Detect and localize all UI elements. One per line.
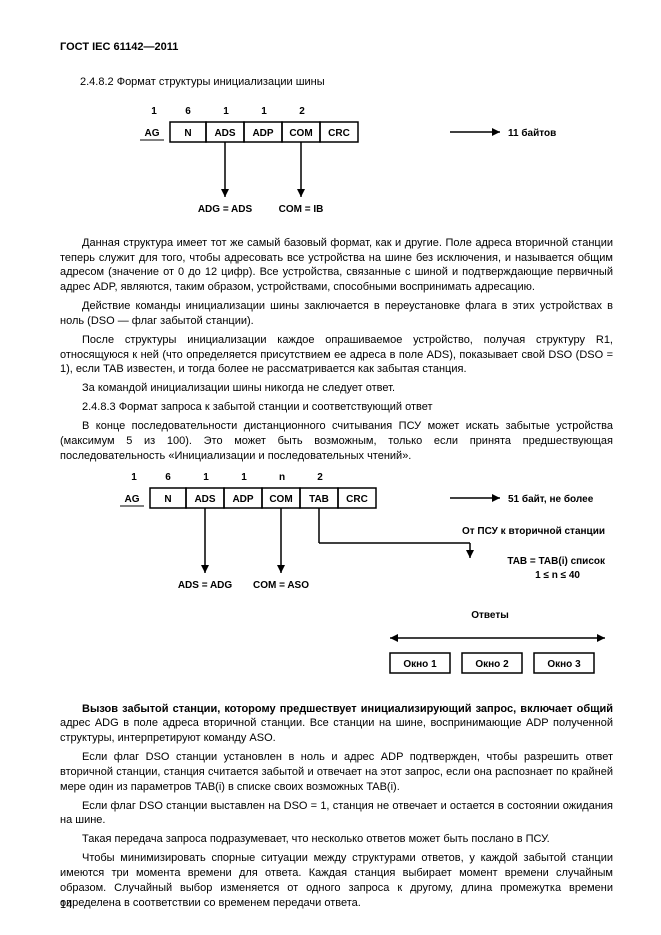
- d2-w1: 6: [165, 472, 171, 483]
- para-2: Действие команды инициализации шины закл…: [60, 299, 613, 329]
- standard-header: ГОСТ IEC 61142—2011: [60, 40, 613, 55]
- d2-win2: Окно 2: [475, 659, 509, 670]
- cell-adp: ADP: [252, 128, 273, 139]
- diagram-bus-init-format: 1 6 1 1 2 AG N ADS ADP COM CRC 11: [130, 102, 570, 222]
- diagram-forgotten-station: 1 6 1 1 n 2 AG N ADS ADP COM TAB CRC: [110, 468, 610, 688]
- sec2-num: 2.4.8.3: [82, 401, 116, 413]
- bytes-label: 11 байтов: [508, 127, 556, 139]
- page-number: 14: [60, 898, 72, 913]
- para-6: Вызов забытой станции, которому предшест…: [60, 702, 613, 747]
- sec-num: 2.4.8.2: [80, 76, 114, 88]
- d2-eq1: ADS = ADG: [178, 580, 233, 591]
- w2: 6: [185, 106, 191, 117]
- eq-adg: ADG = ADS: [198, 204, 253, 215]
- d2-w2: 1: [203, 472, 209, 483]
- para-3: После структуры инициализации каждое опр…: [60, 333, 613, 378]
- cell-com: COM: [289, 128, 312, 139]
- cell-ads: ADS: [214, 128, 235, 139]
- para-9: Такая передача запроса подразумевает, чт…: [60, 832, 613, 847]
- w1: 1: [151, 106, 157, 117]
- para-7: Если флаг DSO станции установлен в ноль …: [60, 750, 613, 795]
- w4: 1: [261, 106, 267, 117]
- sec-title: Формат структуры инициализации шины: [117, 76, 325, 88]
- cell-crc: CRC: [328, 128, 350, 139]
- cell-ag: AG: [145, 128, 160, 139]
- d2-bytes: 51 байт, не более: [508, 493, 594, 505]
- section-2-4-8-3: 2.4.8.3 Формат запроса к забытой станции…: [60, 400, 613, 415]
- para-5: В конце последовательности дистанционног…: [60, 419, 613, 464]
- section-2-4-8-2: 2.4.8.2 Формат структуры инициализации ш…: [80, 75, 613, 90]
- d2-win1: Окно 1: [403, 659, 437, 670]
- d2-w5: 2: [317, 472, 323, 483]
- w5: 2: [299, 106, 305, 117]
- d2-from: От ПСУ к вторичной станции: [462, 526, 605, 537]
- w3: 1: [223, 106, 229, 117]
- d2-tabeq: TAB = TAB(i) список: [507, 556, 606, 567]
- para-1: Данная структура имеет тот же самый базо…: [60, 236, 613, 295]
- d2-ads: ADS: [194, 494, 215, 505]
- d2-ag: AG: [125, 494, 140, 505]
- d2-win3: Окно 3: [547, 659, 581, 670]
- p6-rest: адрес ADG в поле адреса вторичной станци…: [60, 717, 613, 744]
- d2-com: COM: [269, 494, 292, 505]
- d2-w3: 1: [241, 472, 247, 483]
- d2-eq2: COM = ASO: [253, 580, 309, 591]
- d2-w4: n: [279, 472, 285, 483]
- sec2-title: Формат запроса к забытой станции и соотв…: [119, 401, 433, 413]
- para-10: Чтобы минимизировать спорные ситуации ме…: [60, 851, 613, 910]
- eq-com: COM = IB: [279, 204, 324, 215]
- d2-n: N: [164, 494, 171, 505]
- cell-n: N: [184, 128, 191, 139]
- d2-w0: 1: [131, 472, 137, 483]
- d2-crc: CRC: [346, 494, 368, 505]
- d2-tabrange: 1 ≤ n ≤ 40: [535, 570, 580, 581]
- p6-bold: Вызов забытой станции, которому предшест…: [82, 703, 613, 715]
- para-8: Если флаг DSO станции выставлен на DSO =…: [60, 799, 613, 829]
- para-4: За командой инициализации шины никогда н…: [60, 381, 613, 396]
- d2-adp: ADP: [232, 494, 253, 505]
- d2-tab: TAB: [309, 494, 329, 505]
- d2-answers: Ответы: [471, 610, 509, 621]
